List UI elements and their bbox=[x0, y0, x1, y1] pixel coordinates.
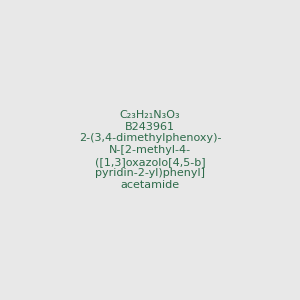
Text: C₂₃H₂₁N₃O₃
B243961
2-(3,4-dimethylphenoxy)-
N-[2-methyl-4-
([1,3]oxazolo[4,5-b]
: C₂₃H₂₁N₃O₃ B243961 2-(3,4-dimethylphenox… bbox=[79, 110, 221, 190]
